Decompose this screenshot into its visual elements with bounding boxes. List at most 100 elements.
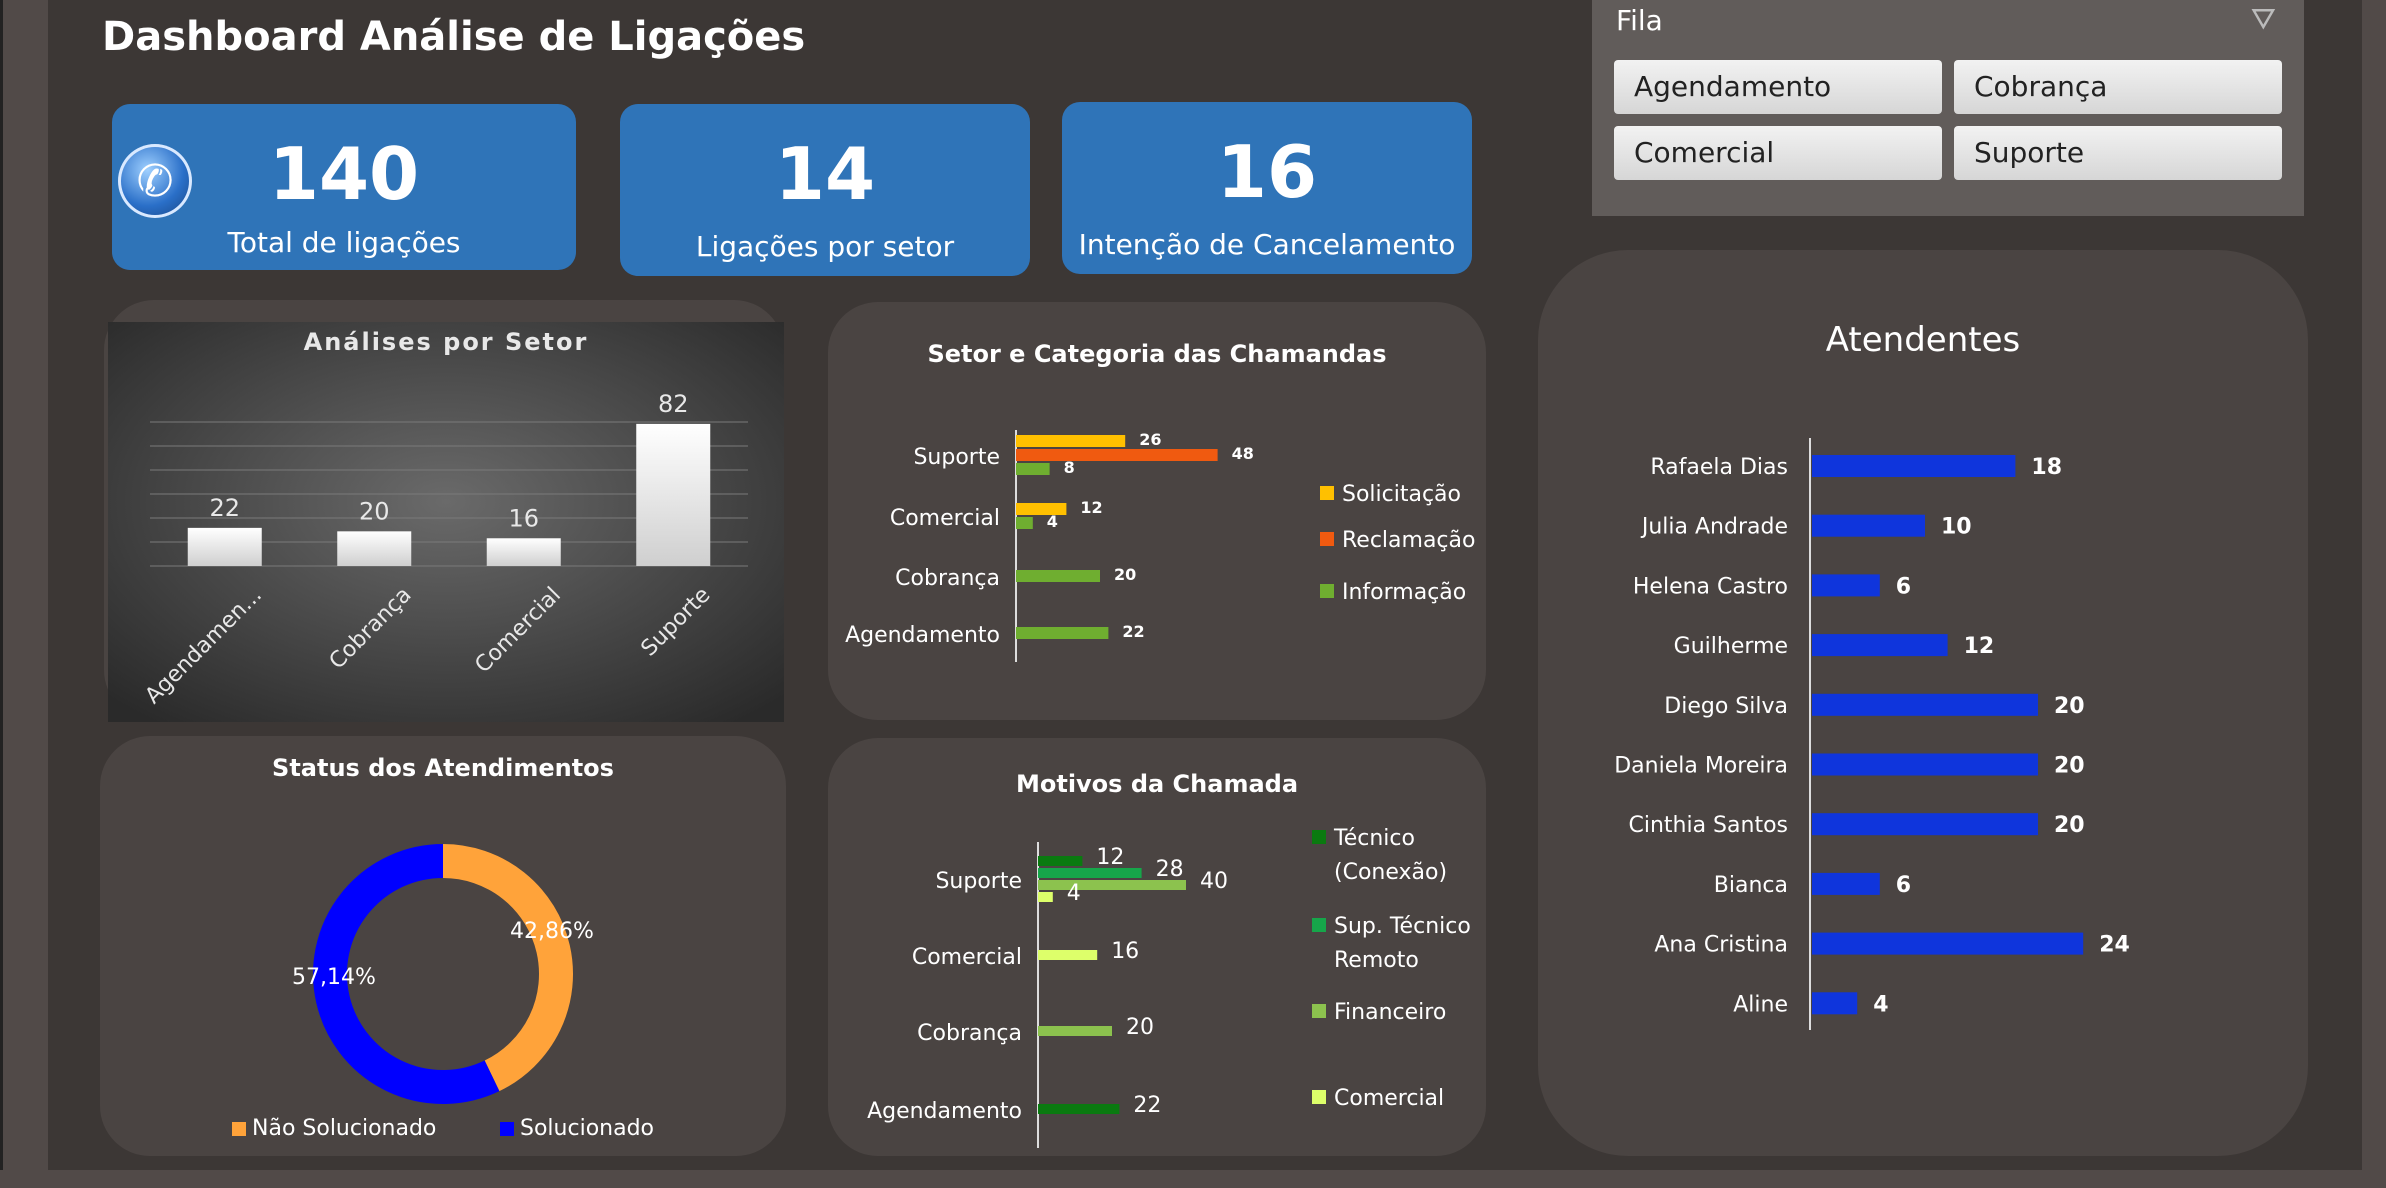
chart4-title: Motivos da Chamada: [1015, 770, 1299, 798]
bar-atendente: [1812, 574, 1880, 597]
category-label: Guilherme: [1674, 634, 1788, 659]
bar-data-label: 12: [1080, 498, 1102, 517]
window-left-frame: [0, 0, 48, 1188]
bar-sup-t-cnico-remoto: [1038, 868, 1142, 878]
slicer-option-suporte[interactable]: Suporte: [1954, 126, 2282, 180]
legend-label: Solicitação: [1342, 482, 1461, 507]
bar-informa-o: [1016, 517, 1033, 529]
bar-data-label: 12: [1964, 634, 1995, 659]
legend-label: (Conexão): [1334, 860, 1447, 885]
bar-data-label: 6: [1896, 873, 1911, 898]
category-label: Ana Cristina: [1654, 933, 1788, 958]
legend-swatch: [1312, 1090, 1326, 1104]
phone-icon: ✆: [118, 144, 192, 218]
bar-2: [486, 538, 561, 566]
category-label: Cinthia Santos: [1628, 813, 1788, 838]
donut-slice-0: [442, 844, 573, 1092]
bar-atendente: [1812, 634, 1948, 657]
bar-data-label: 18: [2031, 455, 2062, 480]
bar-atendente: [1812, 872, 1880, 895]
legend-swatch: [1312, 918, 1326, 932]
bar-3: [636, 423, 711, 566]
category-label: Suporte: [913, 445, 1000, 470]
bar-data-label: 26: [1139, 430, 1161, 449]
bar-data-label: 16: [1111, 939, 1139, 964]
category-label: Comercial: [912, 945, 1022, 970]
bar-reclama-o: [1016, 449, 1218, 461]
bar-data-label: 6: [1896, 574, 1911, 599]
bar-financeiro: [1038, 1026, 1112, 1036]
category-label: Diego Silva: [1664, 694, 1788, 719]
chart-analises-setor: Análises por Setor 22Agendamen...20Cobra…: [108, 322, 784, 722]
bar-financeiro: [1038, 880, 1186, 890]
legend-label: Reclamação: [1342, 528, 1475, 553]
category-label: Aline: [1733, 992, 1788, 1017]
bar-atendente: [1812, 992, 1858, 1015]
bar-atendente: [1812, 813, 2038, 836]
chart-atendentes: Rafaela Dias 18 Julia Andrade 10 Helena Cast…: [1614, 438, 2130, 1030]
bar-data-label: 22: [1122, 622, 1144, 641]
page-title: Dashboard Análise de Ligações: [102, 14, 806, 60]
bar-data-label: 4: [1873, 992, 1888, 1017]
donut-slice-1: [313, 844, 500, 1104]
kpi-total-label: Total de ligações: [227, 226, 461, 259]
bar-data-label: 20: [359, 497, 390, 525]
bar-comercial: [1038, 892, 1053, 902]
legend-swatch: [232, 1122, 246, 1136]
category-label: Helena Castro: [1633, 574, 1788, 599]
legend-label: Sup. Técnico: [1334, 914, 1471, 939]
bar-informa-o: [1016, 570, 1100, 582]
legend-swatch: [1312, 1004, 1326, 1018]
category-label: Cobrança: [917, 1021, 1022, 1046]
chart-status-atendimentos: 42,86% 57,14% Não Solucionado Solucionado: [232, 844, 654, 1141]
clear-filter-icon[interactable]: ⛛: [2250, 2, 2276, 37]
kpi-cancel-card: 16 Intenção de Cancelamento: [1062, 102, 1472, 274]
legend-swatch: [1312, 830, 1326, 844]
slicer-option-cobranca[interactable]: Cobrança: [1954, 60, 2282, 114]
kpi-setor-value: 14: [774, 132, 876, 216]
bar-data-label: 4: [1067, 881, 1081, 906]
bar-data-label: 10: [1941, 515, 1972, 540]
bar-atendente: [1812, 753, 2038, 776]
bar-data-label: 20: [2054, 813, 2085, 838]
bar-informa-o: [1016, 627, 1109, 639]
bar-data-label: 4: [1047, 512, 1058, 531]
slicer-option-comercial[interactable]: Comercial: [1614, 126, 1942, 180]
bar-atendente: [1812, 455, 2016, 477]
legend-label: Solucionado: [520, 1116, 654, 1141]
bar-atendente: [1812, 514, 1925, 537]
bar-data-label: 28: [1156, 857, 1184, 882]
bar-data-label: 22: [1133, 1093, 1161, 1118]
legend-label: Financeiro: [1334, 1000, 1446, 1025]
bar-data-label: 22: [209, 494, 240, 522]
category-label: Rafaela Dias: [1650, 455, 1788, 480]
slicer-option-agendamento[interactable]: Agendamento: [1614, 60, 1942, 114]
legend-label: Técnico: [1333, 826, 1415, 851]
bar-0: [187, 527, 262, 566]
bar-data-label: 20: [1126, 1015, 1154, 1040]
chart1-title: Análises por Setor: [304, 328, 589, 356]
bar-atendente: [1812, 932, 2084, 955]
bar-solicita-o: [1016, 503, 1067, 515]
motivos-panel: [828, 738, 1486, 1156]
kpi-setor-label: Ligações por setor: [695, 230, 955, 263]
chart-motivos-chamada: Suporte 12 28 40 4 Comercial 16 Cobrança 20 Agend…: [867, 826, 1471, 1148]
bar-t-cnico-conex-o-: [1038, 856, 1083, 866]
legend-label: Remoto: [1334, 948, 1419, 973]
category-label: Agendamento: [845, 623, 1000, 648]
bar-data-label: 20: [2054, 694, 2085, 719]
bar-data-label: 16: [508, 504, 539, 532]
legend-label: Comercial: [1334, 1086, 1444, 1111]
category-label: Julia Andrade: [1640, 515, 1788, 540]
category-label: Bianca: [1714, 873, 1788, 898]
legend-swatch: [1320, 532, 1334, 546]
category-label: Daniela Moreira: [1614, 754, 1788, 779]
legend-label: Informação: [1342, 580, 1466, 605]
window-right-frame: [2362, 0, 2386, 1188]
slice-data-label: 57,14%: [292, 965, 376, 990]
fila-slicer: Fila ⛛ Agendamento Cobrança Comercial Su…: [1592, 0, 2304, 216]
bar-1: [337, 531, 412, 566]
slicer-header: Fila: [1616, 4, 1663, 37]
kpi-total-value: 140: [268, 132, 420, 216]
chart2-title: Setor e Categoria das Chamandas: [927, 340, 1387, 368]
